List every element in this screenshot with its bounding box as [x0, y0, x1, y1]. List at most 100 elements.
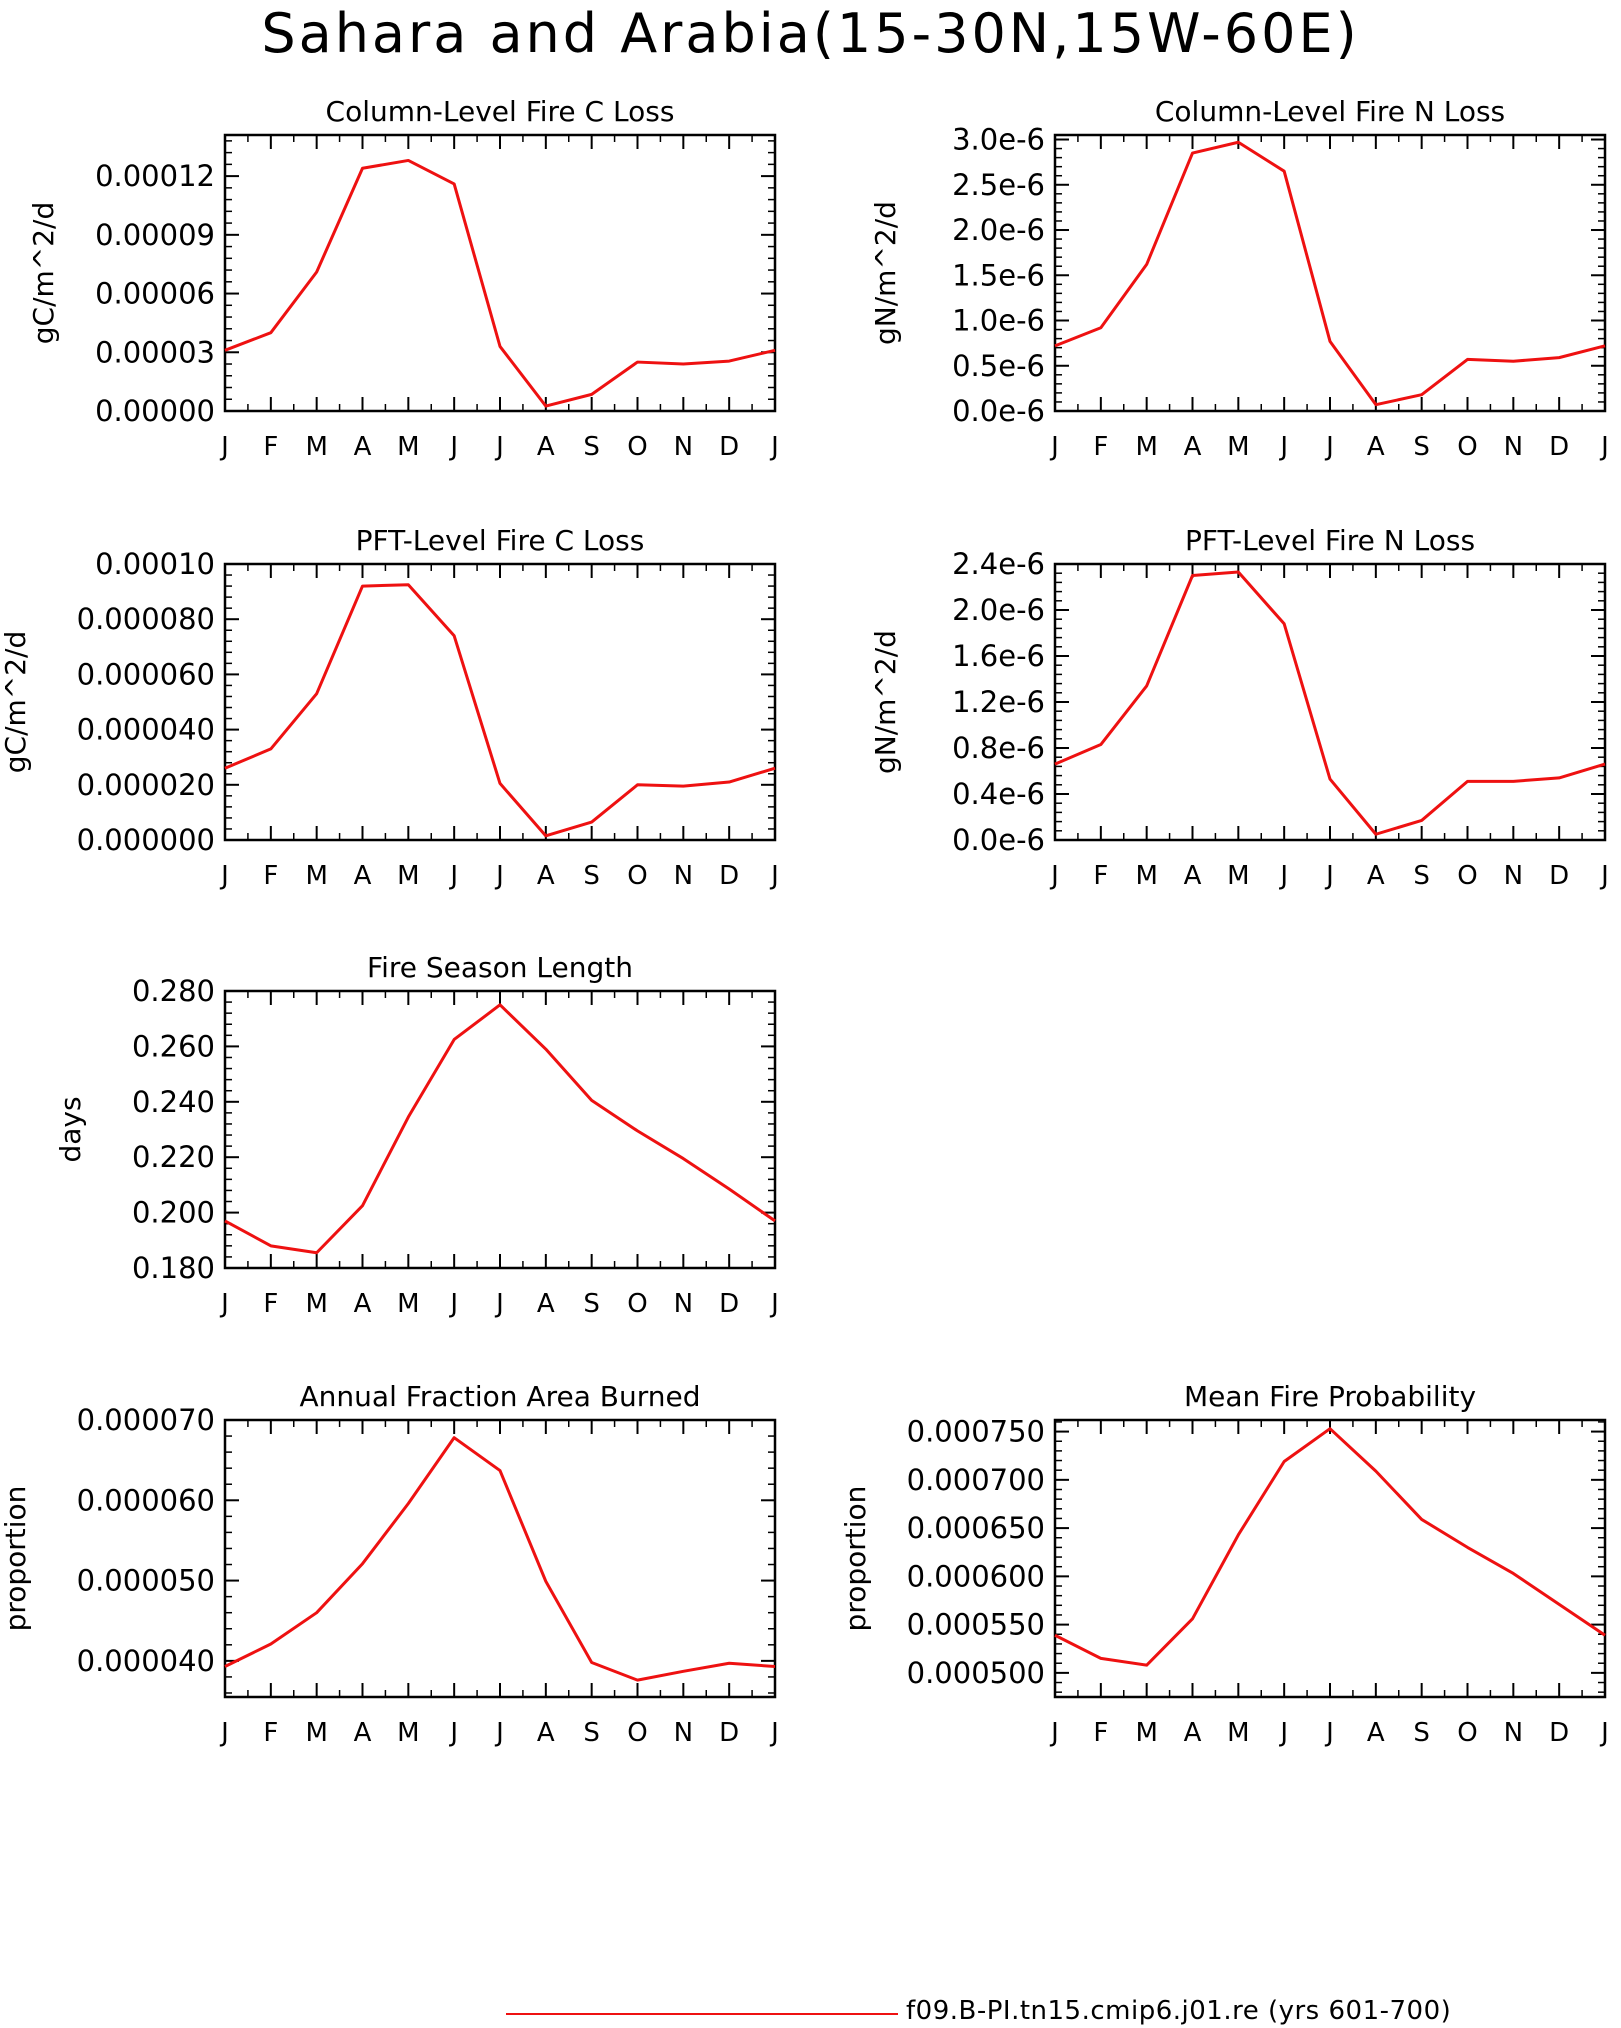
y-tick-label: 0.000750 [907, 1415, 1045, 1449]
y-tick-label: 0.00006 [95, 277, 215, 311]
y-tick-label: 0.000060 [77, 657, 215, 691]
x-tick-label: O [627, 432, 647, 462]
panel-title: Mean Fire Probability [1184, 1380, 1476, 1413]
x-tick-label: A [354, 861, 372, 891]
y-tick-label: 0.8e-6 [952, 731, 1045, 765]
panel-5: J F M A M J J A S O N D J0.1800.2000.2200.2400.2600.… [54, 951, 779, 1319]
x-tick-label: F [263, 861, 278, 891]
x-tick-label: N [674, 432, 693, 462]
y-tick-label: 0.000070 [77, 1403, 215, 1437]
x-tick-label: N [1504, 861, 1523, 891]
y-tick-label: 0.000000 [77, 823, 215, 857]
x-tick-label: N [674, 861, 693, 891]
x-tick-label: M [1135, 1718, 1157, 1748]
x-tick-label: M [397, 1289, 419, 1319]
y-tick-label: 0.00000 [95, 394, 215, 428]
plot-frame [223, 989, 777, 1270]
y-tick-label: 2.0e-6 [952, 213, 1045, 247]
x-tick-label: A [1184, 1718, 1202, 1748]
x-tick-label: M [1135, 861, 1157, 891]
panel-title: Annual Fraction Area Burned [300, 1380, 701, 1413]
series-line [1054, 140, 1606, 407]
x-tick-label: M [305, 432, 327, 462]
x-tick-label: J [494, 1289, 504, 1319]
x-tick-label: F [263, 1718, 278, 1748]
main-title: Sahara and Arabia(15-30N,15W-60E) [261, 2, 1360, 65]
x-tick-label: A [537, 1718, 555, 1748]
x-tick-label: M [1227, 861, 1249, 891]
panel-1: J F M A M J J A S O N D J0.000000.000030.000060.0000… [27, 95, 779, 462]
y-tick-label: 0.000080 [77, 602, 215, 636]
y-tick-label: 0.00003 [95, 335, 215, 369]
plot-frame [1053, 133, 1607, 413]
y-tick-label: 0.200 [132, 1196, 215, 1230]
y-tick-label: 0.280 [132, 974, 215, 1008]
y-axis-label: proportion [839, 1486, 872, 1632]
y-tick-label: 0.000050 [77, 1564, 215, 1598]
x-tick-label: J [219, 1718, 229, 1748]
x-tick-label: O [1457, 861, 1477, 891]
y-tick-label: 0.000060 [77, 1483, 215, 1517]
x-tick-label: J [769, 1289, 779, 1319]
x-tick-label: O [627, 1718, 647, 1748]
y-axis-label: gC/m^2/d [27, 202, 60, 345]
x-tick-label: M [397, 1718, 419, 1748]
y-tick-label: 0.180 [132, 1251, 215, 1285]
x-tick-label: O [627, 861, 647, 891]
y-tick-label: 0.000550 [907, 1608, 1045, 1642]
x-tick-label: S [1413, 432, 1430, 462]
x-tick-label: M [305, 861, 327, 891]
y-tick-label: 1.0e-6 [952, 304, 1045, 338]
x-tick-label: D [719, 1289, 739, 1319]
x-tick-label: J [1324, 432, 1334, 462]
x-tick-label: O [1457, 432, 1477, 462]
x-tick-label: J [1599, 861, 1609, 891]
y-axis-label: days [54, 1096, 87, 1162]
y-tick-label: 0.000040 [77, 1644, 215, 1678]
x-tick-label: S [583, 1289, 600, 1319]
y-axis-label: gC/m^2/d [0, 631, 32, 774]
y-tick-label: 0.4e-6 [952, 777, 1045, 811]
x-tick-label: S [583, 1718, 600, 1748]
x-tick-label: A [354, 1289, 372, 1319]
y-axis-label: proportion [0, 1486, 32, 1632]
y-tick-label: 0.000500 [907, 1656, 1045, 1690]
y-tick-label: 0.000600 [907, 1559, 1045, 1593]
x-tick-label: D [1549, 861, 1569, 891]
series-line [224, 158, 776, 408]
x-tick-label: M [1135, 432, 1157, 462]
x-tick-label: J [448, 432, 458, 462]
y-tick-label: 1.5e-6 [952, 258, 1045, 292]
panel-7: J F M A M J J A S O N D J0.0005000.0005500.0006000.0… [839, 1380, 1609, 1748]
x-tick-label: J [1049, 1718, 1059, 1748]
x-tick-label: A [354, 1718, 372, 1748]
x-tick-label: F [263, 1289, 278, 1319]
legend-label: f09.B-PI.tn15.cmip6.j01.re (yrs 601-700) [906, 1996, 1452, 2026]
y-tick-label: 0.000700 [907, 1463, 1045, 1497]
plot-frame [223, 1418, 777, 1699]
x-tick-label: S [583, 861, 600, 891]
x-tick-label: A [1184, 861, 1202, 891]
panel-title: PFT-Level Fire N Loss [1185, 524, 1475, 557]
x-tick-label: A [1367, 1718, 1385, 1748]
x-tick-label: J [219, 432, 229, 462]
x-tick-label: M [397, 432, 419, 462]
x-tick-label: J [1324, 1718, 1334, 1748]
y-tick-label: 2.4e-6 [952, 547, 1045, 581]
y-tick-label: 0.0e-6 [952, 394, 1045, 428]
x-tick-label: D [1549, 432, 1569, 462]
x-tick-label: F [1093, 432, 1108, 462]
x-tick-label: N [1504, 1718, 1523, 1748]
x-tick-label: J [1278, 432, 1288, 462]
y-tick-label: 2.0e-6 [952, 593, 1045, 627]
x-tick-label: A [537, 861, 555, 891]
y-tick-label: 0.000650 [907, 1511, 1045, 1545]
x-tick-label: A [537, 1289, 555, 1319]
panel-3: J F M A M J J A S O N D J0.0000000.0000200.0000400.0… [0, 524, 779, 891]
panel-title: Column-Level Fire N Loss [1155, 95, 1505, 128]
plot-frame [1053, 1418, 1607, 1699]
x-tick-label: J [1324, 861, 1334, 891]
y-tick-label: 0.00010 [95, 547, 215, 581]
x-tick-label: J [1278, 1718, 1288, 1748]
